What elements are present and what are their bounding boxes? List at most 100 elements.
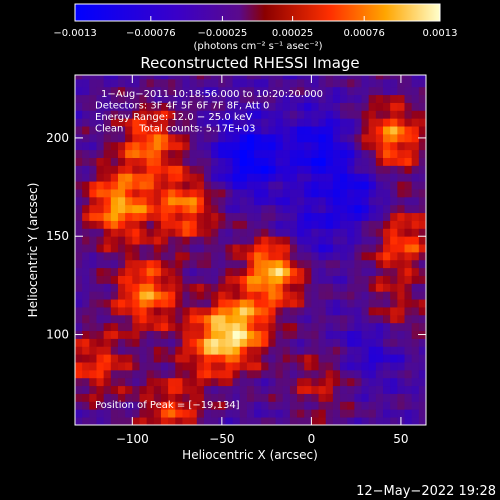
heatmap-cell [297, 181, 305, 190]
heatmap-cell [218, 330, 226, 339]
heatmap-cell [375, 149, 384, 158]
heatmap-cell [189, 291, 198, 300]
heatmap-cell [418, 126, 426, 135]
heatmap-cell [361, 189, 370, 198]
heatmap-cell [304, 133, 312, 143]
heatmap-cell [139, 149, 148, 158]
heatmap-cell [182, 354, 191, 363]
heatmap-cell [175, 251, 183, 261]
heatmap-cell [103, 322, 112, 332]
heatmap-cell [182, 94, 191, 103]
heatmap-cell [325, 401, 334, 410]
heatmap-cell [232, 267, 241, 276]
heatmap-cell [110, 409, 119, 418]
heatmap-cell [82, 417, 90, 425]
heatmap-cell [168, 330, 176, 339]
heatmap-cell [361, 94, 370, 103]
heatmap-cell [153, 102, 162, 111]
heatmap-cell [340, 346, 348, 355]
heatmap-cell [404, 338, 413, 347]
heatmap-cell [418, 338, 426, 347]
heatmap-cell [196, 417, 205, 425]
x-axis-label: Heliocentric X (arcsec) [182, 448, 318, 462]
heatmap-cell [175, 267, 183, 276]
heatmap-cell [239, 401, 248, 410]
heatmap-cell [332, 330, 341, 339]
heatmap-cell [375, 283, 384, 292]
heatmap-cell [82, 220, 90, 229]
heatmap-cell [383, 189, 391, 198]
heatmap-cell [117, 204, 126, 214]
heatmap-cell [211, 75, 219, 80]
heatmap-cell [275, 165, 284, 174]
heatmap-cell [340, 157, 348, 166]
heatmap-cell [125, 393, 133, 402]
heatmap-cell [117, 299, 126, 308]
heatmap-cell [318, 362, 327, 371]
heatmap-cell [160, 362, 169, 371]
heatmap-cell [117, 94, 126, 103]
heatmap-cell [125, 307, 133, 316]
heatmap-cell [211, 417, 219, 425]
heatmap-cell [132, 251, 140, 261]
heatmap-cell [225, 141, 233, 151]
heatmap-cell [411, 314, 420, 324]
heatmap-cell [375, 393, 384, 402]
heatmap-cell [404, 314, 413, 324]
heatmap-cell [117, 338, 126, 347]
heatmap-cell [211, 181, 219, 190]
heatmap-cell [203, 75, 212, 80]
heatmap-cell [82, 165, 90, 174]
heatmap-cell [268, 157, 276, 166]
heatmap-cell [225, 165, 233, 174]
heatmap-cell [411, 189, 420, 198]
heatmap-cell [297, 314, 305, 324]
heatmap-cell [325, 75, 334, 80]
heatmap-cell [347, 417, 355, 425]
heatmap-cell [175, 94, 183, 103]
heatmap-cell [103, 181, 112, 190]
heatmap-cell [239, 236, 248, 245]
heatmap-cell [96, 78, 105, 88]
heatmap-cell [153, 165, 162, 174]
heatmap-cell [182, 393, 191, 402]
heatmap-cell [225, 346, 233, 355]
heatmap-cell [347, 181, 355, 190]
heatmap-cell [146, 417, 155, 425]
heatmap-cell [117, 157, 126, 166]
heatmap-cell [139, 181, 148, 190]
heatmap-cell [139, 259, 148, 269]
heatmap-cell [332, 118, 341, 127]
heatmap-cell [96, 346, 105, 355]
heatmap-cell [411, 220, 420, 229]
heatmap-cell [218, 78, 226, 88]
heatmap-cell [397, 228, 405, 237]
heatmap-cell [182, 133, 191, 143]
heatmap-cell [282, 275, 291, 284]
heatmap-cell [139, 354, 148, 363]
heatmap-cell [132, 275, 140, 284]
heatmap-cell [132, 133, 140, 143]
heatmap-cell [218, 401, 226, 410]
heatmap-cell [318, 283, 327, 292]
heatmap-cell [125, 212, 133, 221]
heatmap-cell [146, 149, 155, 158]
heatmap-cell [89, 385, 97, 394]
heatmap-cell [418, 244, 426, 253]
heatmap-cell [110, 189, 119, 198]
heatmap-cell [275, 220, 284, 229]
heatmap-cell [375, 307, 384, 316]
heatmap-cell [232, 228, 241, 237]
heatmap-cell [261, 338, 269, 347]
heatmap-cell [89, 417, 97, 425]
heatmap-cell [96, 181, 105, 190]
heatmap-cell [404, 275, 413, 284]
heatmap-cell [411, 307, 420, 316]
heatmap-cell [96, 173, 105, 182]
heatmap-cell [282, 346, 291, 355]
heatmap-cell [289, 157, 298, 166]
heatmap-cell [239, 283, 248, 292]
heatmap-cell [89, 401, 97, 410]
heatmap-cell [218, 212, 226, 221]
heatmap-cell [89, 369, 97, 379]
